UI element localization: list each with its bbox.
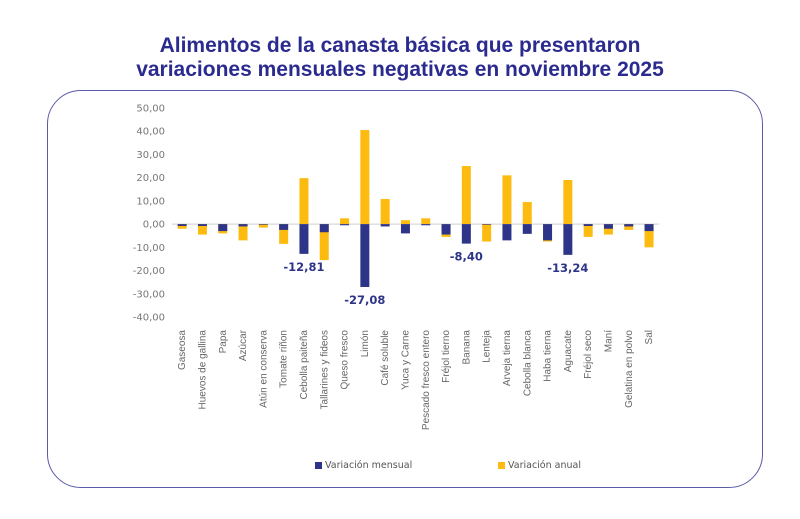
legend-label-mensual: Variación mensual [325,460,413,471]
bar-variacion-mensual [258,224,268,225]
bar-variacion-anual [319,224,329,261]
bar-variacion-mensual [279,224,289,230]
chart-frame [47,90,763,488]
y-tick-label: 20,00 [136,173,165,184]
data-label: -27,08 [344,293,385,307]
bar-variacion-anual [340,218,350,225]
y-tick-label: 30,00 [136,150,165,161]
legend-item-anual: Variación anual [498,460,581,471]
bar-variacion-mensual [583,224,593,226]
bar-variacion-anual [299,178,309,225]
bar-variacion-mensual [197,224,207,226]
bar-variacion-anual [400,220,410,225]
x-tick-label: Papa [218,330,229,354]
x-tick-label: Tomate riñon [279,330,290,388]
x-tick-label: Huevos de gallina [197,330,208,410]
y-tick-label: -10,00 [133,243,165,254]
bar-variacion-mensual [522,224,532,234]
x-tick-label: Lenteja [482,330,493,363]
bar-variacion-anual [461,166,471,225]
x-tick-label: Fréjol seco [583,330,594,379]
bar-variacion-anual [603,224,613,235]
bar-variacion-mensual [380,224,390,227]
bar-variacion-mensual [319,224,329,233]
data-label: -13,24 [547,261,588,275]
x-tick-label: Banana [461,330,472,365]
bar-variacion-mensual [563,224,573,255]
data-label: -12,81 [283,260,324,274]
bar-variacion-mensual [482,224,492,225]
y-tick-label: 40,00 [136,127,165,138]
bar-variacion-anual [502,175,512,225]
bar-variacion-mensual [238,224,248,227]
bar-variacion-mensual [421,224,431,226]
x-tick-label: Café soluble [380,330,391,386]
x-tick-label: Limón [360,330,371,357]
bar-variacion-mensual [218,224,228,232]
x-tick-label: Yuca y Carne [400,330,411,390]
bar-variacion-anual [380,199,390,225]
x-tick-label: Cebolla blanca [522,330,533,397]
y-tick-label: 50,00 [136,104,165,115]
x-tick-label: Sal [644,330,655,344]
legend-label-anual: Variación anual [508,460,581,471]
bar-variacion-mensual [502,224,512,241]
bar-variacion-anual [624,224,634,230]
bar-variacion-anual [197,224,207,235]
x-tick-label: Gaseosa [177,330,188,370]
chart-title-line-1: Alimentos de la canasta básica que prese… [159,34,641,57]
bar-variacion-anual [279,224,289,244]
legend-swatch-mensual [315,462,322,469]
x-tick-label: Pescado fresco entero [421,330,432,430]
y-tick-label: -20,00 [133,266,165,277]
x-tick-label: Azúcar [238,329,249,361]
bar-variacion-mensual [644,224,654,232]
chart-title-line-2: variaciones mensuales negativas en novie… [136,58,664,81]
bar-variacion-anual [258,224,268,228]
bar-variacion-mensual [543,224,553,241]
y-tick-label: -40,00 [133,313,165,324]
x-tick-label: Aguacate [563,330,574,373]
legend-swatch-anual [498,462,505,469]
x-tick-label: Atún en conserva [258,330,269,408]
bar-variacion-anual [421,218,431,225]
x-tick-label: Gelatina en polvo [624,330,635,408]
bar-variacion-anual [563,179,573,225]
data-label: -8,40 [450,250,483,264]
bar-variacion-mensual [177,224,187,226]
x-tick-label: Tallarines y fideos [319,330,330,409]
bar-variacion-anual [522,202,532,225]
x-tick-label: Fréjol tierno [441,330,452,383]
bar-variacion-anual [644,224,654,248]
x-tick-label: Queso fresco [340,330,351,390]
x-tick-label: Maní [603,330,614,352]
bar-variacion-mensual [340,224,350,226]
bar-variacion-mensual [461,224,471,244]
bar-variacion-anual [360,130,370,225]
bar-variacion-mensual [299,224,309,254]
bar-variacion-anual [177,224,187,229]
legend-item-mensual: Variación mensual [315,460,412,471]
bar-variacion-anual [482,224,492,242]
x-tick-label: Arveja tierna [502,330,513,387]
bar-variacion-anual [238,224,248,241]
bar-variacion-mensual [400,224,410,234]
bar-variacion-mensual [624,224,634,227]
y-tick-label: -30,00 [133,289,165,300]
x-tick-label: Cebolla paiteña [299,330,310,400]
bar-variacion-mensual [603,224,613,229]
x-tick-label: Haba tierna [543,330,554,382]
bar-variacion-mensual [360,224,370,287]
bar-variacion-anual [583,224,593,237]
bar-variacion-mensual [441,224,451,235]
y-tick-label: 10,00 [136,196,165,207]
y-tick-label: 0,00 [143,220,165,231]
